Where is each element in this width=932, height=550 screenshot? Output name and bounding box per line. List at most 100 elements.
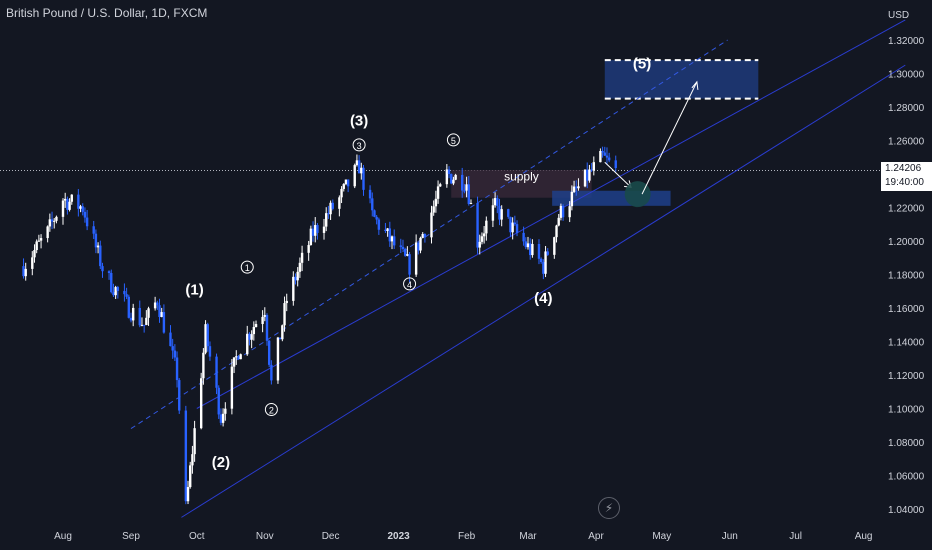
time-tick-label: Apr	[588, 531, 604, 542]
projection-arrowhead-up	[691, 80, 699, 90]
candle-body	[85, 217, 89, 227]
candle-body	[158, 305, 161, 317]
candle-body	[316, 225, 319, 233]
candle-body	[186, 487, 190, 502]
price-tick-label: 1.10000	[888, 405, 925, 416]
candle-body	[561, 205, 565, 218]
candle-body	[454, 174, 457, 180]
wave-minor-circle	[240, 260, 254, 274]
wave-minor-circle	[352, 138, 366, 152]
candle-body	[311, 228, 315, 236]
candle-body	[116, 287, 120, 291]
wave-major-label: (1)	[185, 282, 203, 299]
candle-body	[439, 184, 442, 187]
bolt-icon[interactable]: ⚡	[598, 497, 620, 519]
candle-body	[184, 410, 188, 502]
candle-body	[127, 296, 131, 318]
candle-body	[92, 226, 95, 234]
candle-body	[601, 150, 604, 153]
candle-body	[239, 354, 242, 360]
trend-channel[interactable]	[130, 19, 906, 518]
candle-body	[276, 337, 280, 381]
candle-body	[248, 333, 251, 340]
candle-body	[614, 160, 617, 169]
candle-body	[217, 387, 220, 415]
candle-body	[399, 245, 402, 247]
candle-body	[423, 233, 427, 238]
symbol-title[interactable]: British Pound / U.S. Dollar, 1D, FXCM	[6, 6, 208, 20]
candle-body	[101, 266, 104, 272]
candle-body	[191, 454, 194, 466]
wave-major-label: (3)	[350, 112, 368, 129]
candle-body	[219, 414, 223, 423]
wave-minor-circle	[446, 133, 460, 147]
candle-body	[96, 245, 100, 248]
candle-body	[325, 213, 328, 227]
candle-body	[603, 152, 606, 156]
price-tick-label: 1.22000	[888, 204, 925, 215]
candle-body	[476, 202, 479, 248]
supply-label: supply	[504, 170, 539, 184]
candle-body	[199, 378, 203, 429]
candle-body	[138, 307, 141, 326]
candle-body	[570, 191, 574, 207]
time-tick-label: Jun	[722, 531, 738, 542]
currency-label: USD	[888, 10, 909, 21]
candle-body	[465, 184, 468, 191]
time-tick-label: 2023	[387, 531, 410, 542]
candle-body	[162, 312, 166, 333]
candle-body	[430, 212, 433, 238]
candle-body	[445, 169, 449, 185]
zones-layer	[451, 59, 759, 206]
candle-body	[208, 346, 212, 357]
candle-body	[559, 205, 563, 218]
candle-body	[110, 273, 113, 293]
candle-body	[294, 276, 297, 281]
candle-body	[417, 242, 420, 251]
candle-body	[590, 169, 593, 171]
candle-body	[360, 167, 363, 174]
candle-body	[252, 327, 256, 335]
candle-body	[526, 243, 530, 248]
candle-body	[384, 229, 387, 232]
time-tick-label: Aug	[54, 531, 72, 542]
candle-body	[145, 317, 148, 325]
candle-body	[35, 241, 38, 251]
candles	[22, 146, 617, 505]
candle-body	[482, 233, 486, 237]
candle-body	[235, 356, 238, 358]
candle-body	[344, 179, 348, 185]
candle-body	[221, 413, 225, 423]
time-axis[interactable]: Aug Sep Oct Nov Dec 2023 Feb Mar Apr May Jun Jul Aug	[54, 531, 872, 542]
candle-body	[263, 314, 266, 317]
candle-body	[53, 220, 56, 222]
candle-body	[524, 241, 528, 248]
price-axis[interactable]: USD 1.32000 1.30000 1.28000 1.26000 1.22000 1.…	[888, 10, 925, 516]
channel-line	[196, 19, 906, 409]
candle-body	[557, 217, 560, 226]
candle-body	[322, 226, 326, 233]
wave-minor-label: 3	[357, 141, 362, 151]
candle-body	[493, 198, 497, 206]
time-tick-label: Sep	[122, 531, 140, 542]
candle-body	[568, 206, 571, 218]
candle-body	[61, 200, 65, 217]
candle-body	[436, 186, 440, 199]
candle-body	[537, 243, 541, 259]
candle-body	[232, 357, 236, 367]
candle-body	[555, 225, 558, 238]
candle-body	[461, 174, 464, 191]
candle-body	[79, 206, 82, 209]
candle-body	[193, 428, 196, 455]
candle-body	[447, 169, 451, 175]
candle-body	[546, 251, 549, 255]
candle-body	[414, 242, 418, 275]
candle-body	[169, 332, 172, 347]
candle-body	[283, 303, 286, 326]
candle-body	[270, 364, 273, 381]
candle-body	[99, 245, 102, 267]
candle-body	[599, 150, 602, 163]
candle-body	[83, 211, 87, 218]
candle-body	[77, 194, 80, 209]
